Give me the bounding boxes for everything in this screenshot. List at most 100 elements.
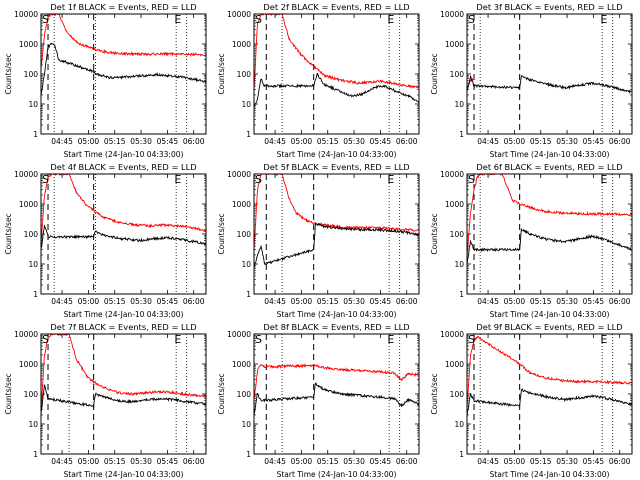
x-tick-label: 05:00 — [504, 137, 526, 146]
plot-frame — [466, 13, 633, 135]
x-tick-label: 05:15 — [104, 457, 126, 466]
plot-frame — [40, 173, 207, 295]
y-tick-label: 100 — [237, 70, 252, 79]
plot-frame — [253, 333, 420, 455]
x-tick-label: 05:45 — [583, 297, 605, 306]
events-series — [467, 228, 632, 266]
events-series — [254, 72, 419, 107]
x-tick-label: 05:30 — [556, 297, 578, 306]
x-axis-label: Start Time (24-Jan-10 04:33:00) — [64, 150, 184, 159]
start-marker: S — [255, 333, 262, 346]
x-tick-label: 05:45 — [583, 457, 605, 466]
start-marker: S — [468, 333, 475, 346]
x-tick-label: 04:45 — [264, 457, 286, 466]
panel-title: Det 9f BLACK = Events, RED = LLD — [476, 322, 622, 332]
x-tick-label: 06:00 — [396, 457, 418, 466]
start-marker: S — [42, 333, 49, 346]
x-tick-label: 05:30 — [343, 137, 365, 146]
x-tick-label: 06:00 — [609, 137, 631, 146]
x-axis-label: Start Time (24-Jan-10 04:33:00) — [490, 470, 610, 479]
end-marker: E — [174, 333, 181, 346]
x-tick-label: 06:00 — [609, 297, 631, 306]
y-tick-label: 10 — [28, 260, 38, 269]
y-tick-label: 100 — [24, 70, 39, 79]
x-tick-label: 05:15 — [317, 137, 339, 146]
panel-title: Det 4f BLACK = Events, RED = LLD — [50, 162, 196, 172]
y-tick-label: 10000 — [440, 10, 464, 19]
x-tick-label: 06:00 — [396, 137, 418, 146]
y-axis-label: Counts/sec — [4, 373, 13, 414]
x-tick-label: 05:30 — [130, 457, 152, 466]
x-tick-label: 05:00 — [78, 297, 100, 306]
x-tick-label: 06:00 — [183, 297, 205, 306]
y-tick-label: 1 — [459, 130, 464, 139]
panel-title: Det 5f BLACK = Events, RED = LLD — [263, 162, 409, 172]
y-tick-label: 1000 — [19, 200, 38, 209]
start-marker: S — [42, 13, 49, 26]
x-tick-label: 04:45 — [51, 457, 73, 466]
events-series — [467, 75, 632, 94]
y-tick-label: 10 — [454, 420, 464, 429]
y-tick-label: 100 — [450, 390, 465, 399]
lld-series — [467, 335, 632, 407]
x-tick-label: 05:30 — [343, 297, 365, 306]
chart-panel-3: Det 3f BLACK = Events, RED = LLD Counts/s… — [430, 2, 633, 159]
x-tick-label: 05:45 — [370, 137, 392, 146]
x-axis-label: Start Time (24-Jan-10 04:33:00) — [277, 470, 397, 479]
x-tick-label: 04:45 — [477, 457, 499, 466]
chart-panel-5: Det 5f BLACK = Events, RED = LLD Counts/s… — [217, 162, 420, 319]
y-tick-label: 10 — [454, 260, 464, 269]
x-tick-label: 05:15 — [104, 297, 126, 306]
y-tick-label: 1 — [246, 450, 251, 459]
x-tick-label: 05:30 — [343, 457, 365, 466]
x-axis-label: Start Time (24-Jan-10 04:33:00) — [277, 150, 397, 159]
x-tick-label: 05:15 — [317, 297, 339, 306]
x-tick-label: 05:00 — [78, 457, 100, 466]
y-tick-label: 10000 — [440, 170, 464, 179]
chart-panel-4: Det 4f BLACK = Events, RED = LLD Counts/s… — [4, 162, 207, 319]
chart-panel-6: Det 6f BLACK = Events, RED = LLD Counts/s… — [430, 162, 633, 319]
panel-title: Det 3f BLACK = Events, RED = LLD — [476, 2, 622, 12]
y-tick-label: 100 — [24, 230, 39, 239]
y-axis-label: Counts/sec — [4, 213, 13, 254]
y-tick-label: 10 — [28, 420, 38, 429]
x-tick-label: 05:15 — [530, 297, 552, 306]
x-tick-label: 05:30 — [130, 297, 152, 306]
end-marker: E — [600, 173, 607, 186]
start-marker: S — [42, 173, 49, 186]
y-axis-label: Counts/sec — [4, 53, 13, 94]
y-axis-label: Counts/sec — [217, 373, 226, 414]
panel-title: Det 1f BLACK = Events, RED = LLD — [50, 2, 196, 12]
chart-panel-8: Det 8f BLACK = Events, RED = LLD Counts/s… — [217, 322, 420, 479]
y-tick-label: 1000 — [445, 40, 464, 49]
y-tick-label: 10000 — [14, 330, 38, 339]
x-tick-label: 05:00 — [291, 457, 313, 466]
events-series — [41, 384, 206, 414]
chart-panel-2: Det 2f BLACK = Events, RED = LLD Counts/s… — [217, 2, 420, 159]
chart-panel-7: Det 7f BLACK = Events, RED = LLD Counts/s… — [4, 322, 207, 479]
y-tick-label: 1 — [33, 450, 38, 459]
y-tick-label: 10 — [241, 260, 251, 269]
x-tick-label: 05:00 — [291, 297, 313, 306]
start-marker: S — [468, 173, 475, 186]
x-tick-label: 05:30 — [556, 457, 578, 466]
plot-frame — [466, 173, 633, 295]
y-tick-label: 100 — [450, 70, 465, 79]
x-tick-label: 05:45 — [157, 297, 179, 306]
chart-panel-1: Det 1f BLACK = Events, RED = LLD Counts/s… — [4, 2, 207, 159]
y-axis-label: Counts/sec — [217, 213, 226, 254]
events-series — [254, 222, 419, 268]
y-axis-label: Counts/sec — [430, 213, 439, 254]
y-tick-label: 1000 — [445, 200, 464, 209]
start-marker: S — [468, 13, 475, 26]
y-tick-label: 10000 — [440, 330, 464, 339]
lld-series — [41, 14, 206, 70]
y-tick-label: 10 — [454, 100, 464, 109]
y-tick-label: 1000 — [232, 360, 251, 369]
x-tick-label: 04:45 — [264, 297, 286, 306]
panel-title: Det 6f BLACK = Events, RED = LLD — [476, 162, 622, 172]
panel-title: Det 7f BLACK = Events, RED = LLD — [50, 322, 196, 332]
x-tick-label: 04:45 — [51, 297, 73, 306]
y-tick-label: 1 — [459, 290, 464, 299]
